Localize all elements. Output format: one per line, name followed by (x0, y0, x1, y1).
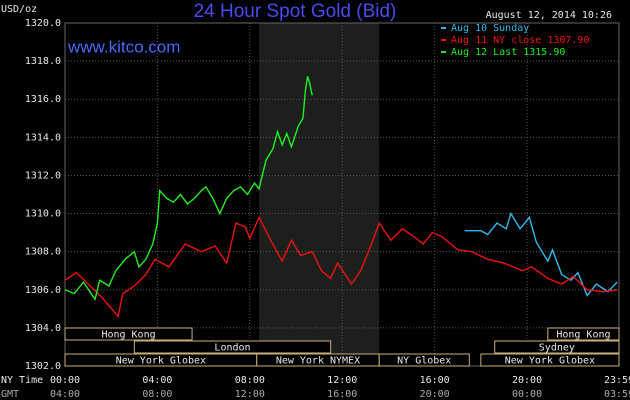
y-tick-label: 1320.0 (25, 18, 61, 29)
x2-axis-label: GMT (1, 389, 19, 400)
legend-label: Aug 11 NY close 1307.90 (451, 35, 589, 46)
x2-tick-label: 12:00 (235, 389, 265, 400)
x-tick-label: 16:00 (420, 375, 450, 386)
x2-tick-label: 20:00 (420, 389, 450, 400)
timestamp: August 12, 2014 10:26 (486, 10, 612, 21)
x-tick-label: 08:00 (235, 375, 265, 386)
y-tick-label: 1312.0 (25, 170, 61, 181)
session-bar (547, 327, 620, 341)
session-label: London (214, 343, 250, 354)
legend-label: Aug 10 Sunday (451, 23, 529, 34)
y-tick-label: 1318.0 (25, 56, 61, 67)
x2-tick-label: 03:59 (604, 389, 630, 400)
watermark: www.kitco.com (67, 37, 180, 56)
y-tick-label: 1306.0 (25, 285, 61, 296)
y-tick-label: 1316.0 (25, 94, 61, 105)
x2-tick-label: 08:00 (142, 389, 172, 400)
session-label: New York Globex (116, 356, 206, 367)
x2-tick-label: 16:00 (327, 389, 357, 400)
y-tick-label: 1308.0 (25, 247, 61, 258)
x-axis-label: NY Time (1, 375, 43, 386)
session-bar (378, 353, 470, 367)
legend-swatch (441, 27, 446, 29)
highlight-band (259, 23, 380, 366)
y-tick-label: 1314.0 (25, 132, 61, 143)
x-tick-label: 00:00 (50, 375, 80, 386)
session-label: New York NYMEX (276, 356, 360, 367)
x-tick-label: 12:00 (327, 375, 357, 386)
session-bar (133, 340, 332, 354)
chart-title: 24 Hour Spot Gold (Bid) (194, 1, 397, 22)
legend-swatch (441, 39, 446, 41)
legend-swatch (441, 51, 446, 53)
y-tick-label: 1302.0 (25, 361, 61, 372)
y-tick-label: 1304.0 (25, 323, 61, 334)
session-bar (494, 340, 620, 354)
y-axis-label: USD/oz (1, 4, 37, 15)
session-label: Hong Kong (556, 330, 610, 341)
session-label: Sydney (539, 343, 575, 354)
x-tick-label: 20:00 (512, 375, 542, 386)
session-label: NY Globex (397, 356, 451, 367)
y-tick-label: 1310.0 (25, 209, 61, 220)
x-tick-label: 23:59 (604, 375, 630, 386)
session-bar (64, 327, 193, 341)
x2-tick-label: 04:00 (50, 389, 80, 400)
series-line (64, 76, 313, 302)
x2-tick-label: 00:00 (512, 389, 542, 400)
series-line (464, 211, 618, 297)
session-bar (480, 353, 620, 367)
legend-label: Aug 12 Last 1315.90 (451, 47, 565, 58)
session-label: Hong Kong (101, 330, 155, 341)
x-tick-label: 04:00 (142, 375, 172, 386)
session-label: New York Globex (505, 356, 595, 367)
series-line (64, 215, 618, 319)
